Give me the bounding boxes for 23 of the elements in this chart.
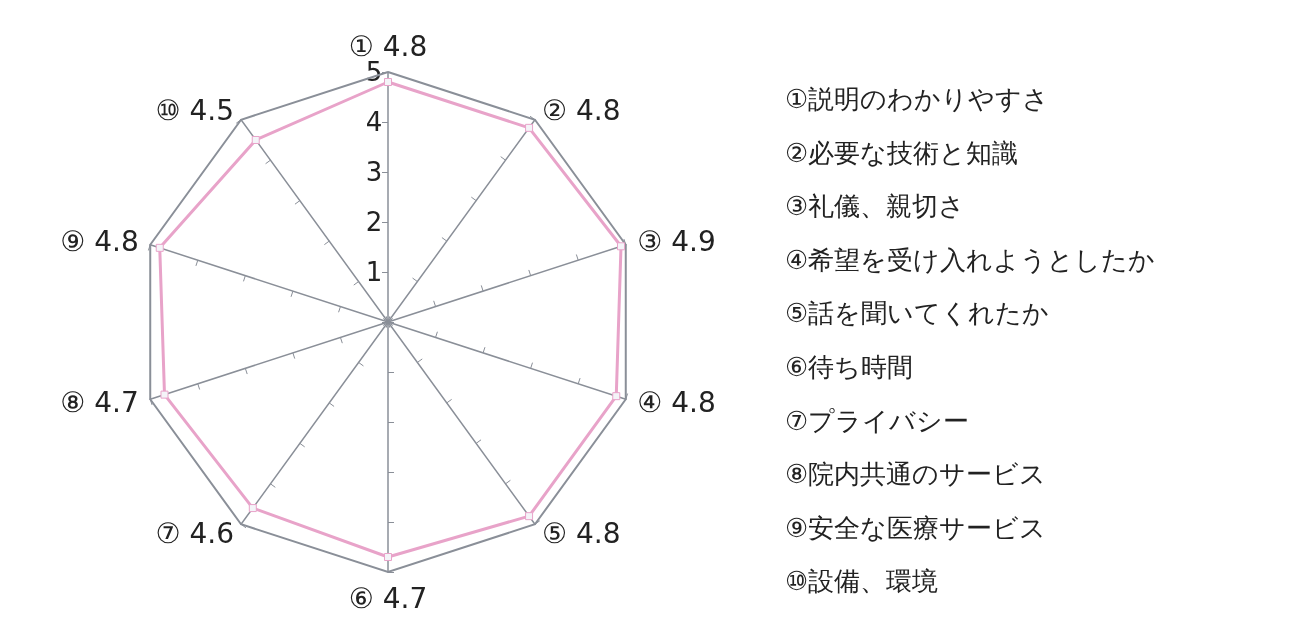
spoke-label: ⑨ 4.8 [60, 224, 139, 258]
text: ⑤話を聞いてくれたか [785, 298, 1050, 329]
text: ②必要な技術と知識 [785, 137, 1019, 168]
spoke-label: ⑧ 4.7 [60, 386, 139, 420]
y-tick-label: 3 [365, 157, 383, 187]
y-tick-label: 2 [365, 207, 383, 237]
spoke-label: ③ 4.9 [637, 224, 716, 258]
spoke-label: ⑦ 4.6 [155, 517, 234, 551]
y-tick-label: 4 [365, 107, 383, 137]
text: ③礼儀、親切さ [785, 191, 966, 222]
y-tick-label: 1 [365, 257, 383, 287]
text: ⑦プライバシー [785, 405, 970, 436]
spoke-label: ⑤ 4.8 [542, 517, 621, 551]
spoke-label: ⑥ 4.7 [348, 581, 428, 615]
text: ⑨安全な医療サービス [785, 512, 1047, 543]
spoke-label: ④ 4.8 [637, 386, 716, 420]
text: ④希望を受け入れようとしたか [785, 244, 1156, 275]
spoke-label: ② 4.8 [542, 93, 621, 127]
text: ⑥待ち時間 [785, 352, 914, 382]
text: ⑧院内共通のサービス [785, 459, 1047, 490]
spoke-label: ⑩ 4.5 [155, 93, 234, 127]
text: ①説明のわかりやすさ [785, 84, 1050, 114]
text: ⑩設備、環境 [785, 566, 939, 597]
